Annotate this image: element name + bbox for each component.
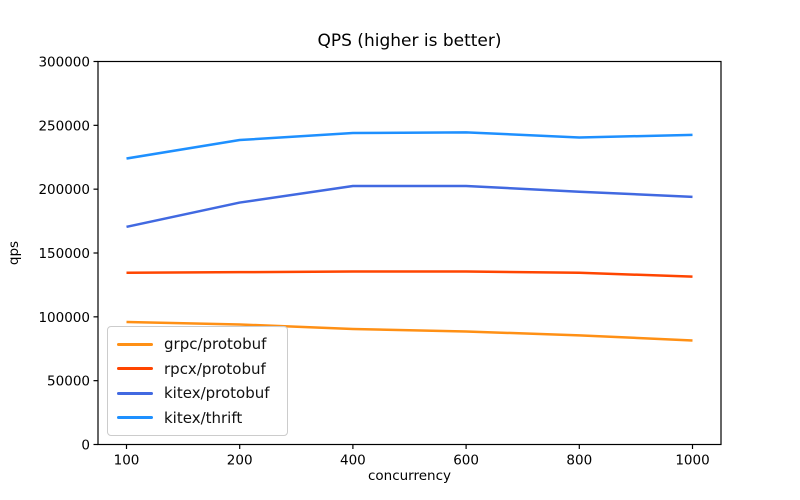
series-line-kitex-thrift	[126, 131, 693, 160]
x-tick-label: 100	[114, 453, 140, 469]
series-line-rpcx-protobuf	[126, 270, 693, 278]
y-tick-label: 250000	[38, 118, 90, 134]
x-tick-label: 600	[453, 453, 479, 469]
x-tick-label: 1000	[675, 453, 709, 469]
legend-item: rpcx/protobuf	[108, 360, 287, 378]
x-tick-label: 800	[566, 453, 592, 469]
legend-line-swatch	[117, 367, 153, 371]
legend-item: kitex/thrift	[108, 409, 287, 427]
x-axis-label: concurrency	[367, 468, 452, 484]
y-tick-label: 300000	[38, 55, 90, 71]
series-line-grpc-protobuf	[126, 320, 693, 342]
legend-line-swatch	[117, 416, 153, 420]
legend: grpc/protobuf rpcx/protobuf kitex/protobuf…	[107, 326, 288, 436]
y-tick-label: 200000	[38, 182, 90, 198]
series-line-kitex-protobuf	[126, 184, 693, 229]
legend-label: rpcx/protobuf	[164, 359, 266, 378]
chart-title: QPS (higher is better)	[317, 31, 502, 51]
legend-label: kitex/thrift	[164, 408, 243, 427]
legend-label: grpc/protobuf	[164, 335, 267, 354]
legend-line-swatch	[117, 342, 153, 346]
x-tick-label: 200	[227, 453, 253, 469]
legend-item: kitex/protobuf	[108, 384, 287, 402]
legend-line-swatch	[117, 391, 153, 395]
y-tick-label: 150000	[38, 246, 90, 262]
y-tick-label: 50000	[47, 374, 90, 390]
x-tick-label: 400	[340, 453, 366, 469]
y-tick-label: 100000	[38, 310, 90, 326]
y-tick-label: 0	[81, 438, 90, 454]
legend-label: kitex/protobuf	[164, 384, 270, 403]
legend-item: grpc/protobuf	[108, 335, 287, 353]
